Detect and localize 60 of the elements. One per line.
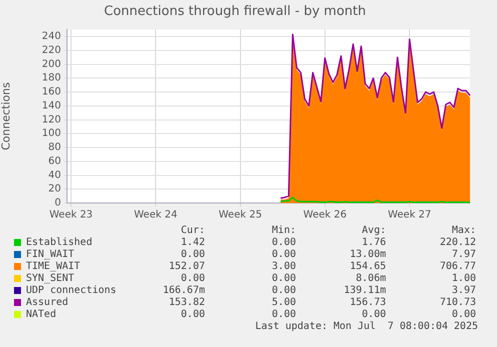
x-tick-label: Week 26 [303,210,347,221]
chart-title: Connections through firewall - by month [104,4,366,20]
legend-label: SYN_SENT [26,273,74,285]
y-axis-title: Connections [0,82,12,150]
text: 5.00 [272,297,296,309]
text: 8.06m [356,273,386,285]
text: Last update: Mon Jul 7 08:00:04 2025 [255,321,478,333]
text: Min: [272,225,296,237]
legend-label: Assured [26,297,68,309]
y-tick-label: 40 [48,170,61,181]
x-tick-label: Week 27 [388,210,432,221]
text: 0.00 [272,249,296,261]
text: 0.00 [272,273,296,285]
text: 154.65 [350,261,386,273]
legend-label: NATed [26,309,56,321]
text: Cur: [180,225,205,237]
text: 706.77 [440,261,476,273]
text: 3.00 [272,261,296,273]
text: 1.00 [452,273,476,285]
x-tick-label: Week 24 [134,210,178,221]
text: 0.00 [362,309,386,321]
text: 13.00m [350,249,386,261]
legend-label: UDP connections [26,285,116,297]
text: 166.67m [162,285,205,297]
y-tick-label: 160 [42,86,61,98]
text: 0.00 [272,309,296,321]
text: 710.73 [440,297,476,309]
text: 7.97 [452,249,476,261]
y-tick-label: 200 [42,58,61,70]
text: 220.12 [440,237,476,249]
x-tick-label: Week 23 [49,210,93,221]
y-tick-label: 60 [48,156,61,167]
y-tick-label: 80 [48,142,61,154]
y-tick-label: 120 [42,114,61,126]
legend-label: TIME_WAIT [26,261,80,273]
y-tick-label: 0 [54,198,61,209]
text: 1.76 [362,237,386,249]
text: 0.00 [452,309,476,321]
text: 0.00 [180,249,205,261]
legend-label: Established [26,237,92,249]
text: 0.00 [272,237,296,249]
text: Max: [452,225,476,237]
x-tick-label: Week 25 [218,210,262,221]
text: 0.00 [272,285,296,297]
text: 156.73 [350,297,386,309]
y-tick-label: 180 [42,72,61,84]
text: 0.00 [180,309,205,321]
text: Avg: [362,225,386,237]
legend-label: FIN_WAIT [26,249,74,261]
y-tick-label: 140 [42,100,61,112]
text: 139.11m [344,285,386,297]
y-tick-label: 20 [48,184,61,195]
text: 153.82 [168,297,205,309]
text: 152.07 [168,261,205,273]
text: 0.00 [180,273,205,285]
y-tick-label: 220 [42,45,61,56]
text: 1.42 [180,237,205,249]
text: 3.97 [452,285,476,297]
y-tick-label: 100 [42,128,61,140]
y-tick-label: 240 [42,31,61,42]
